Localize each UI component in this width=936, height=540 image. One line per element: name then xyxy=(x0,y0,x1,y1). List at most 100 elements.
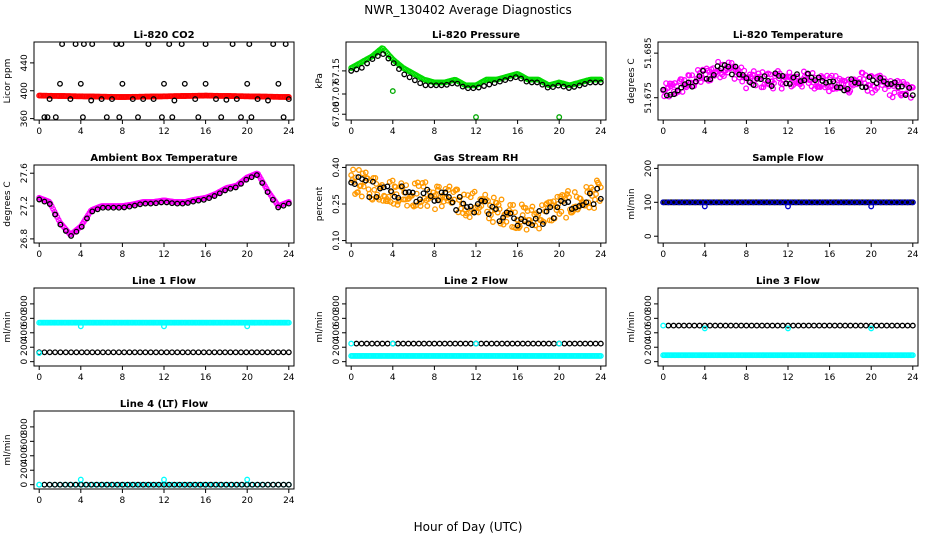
data-point xyxy=(142,481,149,488)
data-point xyxy=(779,72,786,79)
data-point xyxy=(285,96,292,103)
data-point xyxy=(169,481,175,488)
data-point xyxy=(351,181,358,188)
data-point xyxy=(720,73,727,80)
data-point xyxy=(583,199,590,206)
data-point xyxy=(866,74,873,81)
data-point xyxy=(766,199,773,206)
series-2 xyxy=(348,51,604,92)
data-point xyxy=(238,114,244,120)
data-point xyxy=(153,349,159,356)
data-point xyxy=(490,194,497,201)
data-point xyxy=(496,78,503,85)
data-point xyxy=(202,42,209,48)
data-point xyxy=(489,219,496,225)
data-point xyxy=(823,79,829,86)
data-point xyxy=(710,71,717,78)
data-point xyxy=(179,200,186,207)
data-point xyxy=(77,323,84,330)
data-point xyxy=(486,81,493,88)
y-tick-label: 400 xyxy=(644,324,654,341)
data-point xyxy=(80,42,87,48)
data-point xyxy=(671,91,678,98)
y-tick-label: 200 xyxy=(332,338,342,355)
data-point xyxy=(353,66,360,73)
data-point xyxy=(373,193,380,200)
series-1 xyxy=(660,58,916,101)
x-tick-label: 24 xyxy=(595,127,607,137)
y-axis-label: ml/min xyxy=(3,434,13,465)
series-2 xyxy=(41,42,292,120)
data-point xyxy=(821,322,828,329)
data-point xyxy=(264,349,271,356)
data-point xyxy=(550,198,557,205)
panel-title: Line 4 (LT) Flow xyxy=(120,399,208,410)
data-point xyxy=(838,80,845,87)
data-point xyxy=(416,196,423,203)
panel-points xyxy=(660,199,916,210)
data-point xyxy=(558,208,565,215)
data-point xyxy=(285,200,292,207)
data-point xyxy=(163,199,170,206)
data-point xyxy=(179,481,186,488)
data-point xyxy=(799,83,805,90)
data-point xyxy=(179,349,186,356)
data-point xyxy=(374,340,381,347)
data-point xyxy=(166,42,173,48)
data-point xyxy=(731,75,738,82)
data-point xyxy=(685,79,692,86)
panel-points xyxy=(348,340,604,359)
figure-x-axis-title: Hour of Day (UTC) xyxy=(414,520,523,534)
data-point xyxy=(118,42,125,48)
data-point xyxy=(467,203,474,210)
data-point xyxy=(483,340,490,347)
data-point xyxy=(761,199,768,206)
series-3 xyxy=(348,340,563,347)
data-point xyxy=(499,340,505,347)
data-point xyxy=(248,349,255,356)
data-point xyxy=(254,96,261,103)
data-point xyxy=(909,92,916,99)
data-point xyxy=(44,114,51,120)
data-point xyxy=(474,200,481,207)
series-1 xyxy=(36,92,292,100)
data-point xyxy=(761,73,768,80)
data-point xyxy=(535,340,542,347)
data-point xyxy=(819,199,826,206)
data-point xyxy=(597,340,604,347)
data-point xyxy=(824,199,831,206)
data-point xyxy=(447,340,453,347)
data-point xyxy=(72,42,79,48)
data-point xyxy=(184,199,191,206)
data-point xyxy=(243,349,250,356)
data-point xyxy=(550,84,556,91)
data-point xyxy=(686,72,693,79)
data-point xyxy=(511,215,517,222)
data-point xyxy=(432,206,438,213)
data-point xyxy=(507,202,514,208)
data-point xyxy=(492,206,499,213)
panel-2: Li-820 Pressure 0 4 8 12 16 20 24 67.0067.0767.1… xyxy=(315,30,607,137)
data-point xyxy=(348,172,355,179)
data-point xyxy=(888,199,895,206)
data-point xyxy=(98,96,105,103)
data-point xyxy=(738,64,745,71)
data-point xyxy=(475,84,482,91)
data-point xyxy=(99,349,106,356)
data-point xyxy=(421,340,427,347)
x-tick-label: 4 xyxy=(78,127,84,137)
panel-6: Sample Flow 0 4 8 12 16 20 24 0 100 200 ml/min xyxy=(627,153,919,260)
data-point xyxy=(244,323,251,330)
data-point xyxy=(488,340,495,347)
x-tick-label: 20 xyxy=(553,127,565,137)
x-tick-label: 0 xyxy=(660,373,666,383)
data-point xyxy=(467,340,474,347)
data-point xyxy=(539,81,546,88)
data-point xyxy=(696,73,703,80)
data-point xyxy=(422,179,429,186)
data-point xyxy=(285,94,292,100)
y-tick-label: 0 xyxy=(20,359,30,365)
data-point xyxy=(665,322,672,329)
data-point xyxy=(485,211,492,218)
